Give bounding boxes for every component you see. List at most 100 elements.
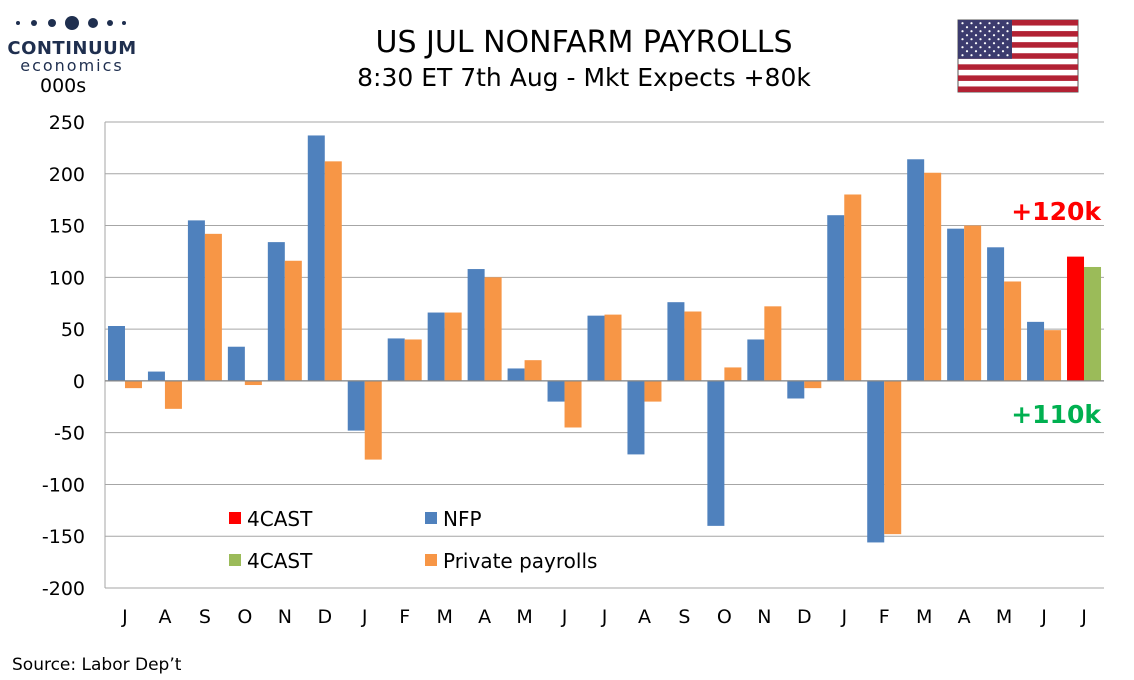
flag-star [965, 34, 969, 37]
x-tick-label: J [601, 606, 608, 628]
flag-stripe [958, 20, 1078, 26]
flag-star [1006, 38, 1009, 41]
flag-star [965, 42, 969, 45]
bar-nfp [787, 380, 805, 399]
flag-star [988, 46, 991, 49]
legend-label: 4CAST [247, 549, 313, 573]
y-tick-label: 50 [61, 319, 85, 341]
legend-swatch [229, 512, 241, 524]
bar-private [364, 380, 382, 460]
flag-star [979, 54, 982, 57]
x-tick-label: S [199, 606, 211, 628]
bar-nfp [907, 159, 925, 381]
bar-nfp [107, 326, 125, 381]
flag-star [988, 54, 991, 57]
flag-star [997, 22, 1000, 25]
x-tick-label: J [361, 606, 368, 628]
flag-star [983, 42, 987, 45]
flag-star [1001, 26, 1005, 29]
y-tick-label: -150 [42, 526, 85, 548]
legend-swatch [229, 554, 241, 566]
bar-nfp [227, 346, 245, 381]
bar-private [204, 233, 222, 381]
logo-sub: economics [20, 56, 124, 75]
bar-nfp [747, 339, 765, 381]
bar-nfp [547, 380, 565, 402]
bar-forecast-private [1084, 266, 1102, 381]
us-flag-icon [957, 19, 1079, 93]
x-tick-label: A [478, 606, 491, 628]
y-tick-label: -200 [42, 578, 85, 600]
flag-star [983, 34, 987, 37]
bar-nfp [267, 242, 285, 381]
flag-star [970, 22, 973, 25]
x-tick-label: J [121, 606, 128, 628]
x-tick-label: J [561, 606, 568, 628]
x-tick-label: A [638, 606, 651, 628]
flag-star [1006, 22, 1009, 25]
flag-star [1006, 54, 1009, 57]
y-tick-label: 150 [49, 216, 85, 238]
flag-star [992, 34, 996, 37]
bar-private [524, 360, 542, 381]
x-tick-label: D [317, 606, 332, 628]
flag-star [970, 38, 973, 41]
chart-subtitle: 8:30 ET 7th Aug - Mkt Expects +80k [357, 63, 811, 92]
flag-star [979, 30, 982, 33]
bar-nfp [307, 135, 325, 381]
flag-star [979, 22, 982, 25]
x-tick-label: A [958, 606, 971, 628]
x-tick-label: D [797, 606, 812, 628]
bar-nfp [147, 371, 165, 381]
bar-nfp [467, 269, 485, 381]
bar-private [444, 312, 462, 381]
flag-star [970, 46, 973, 49]
flag-star [988, 22, 991, 25]
flag-stripe [958, 75, 1078, 81]
flag-star [961, 46, 964, 49]
bar-nfp [387, 338, 405, 381]
bar-nfp [987, 247, 1005, 381]
bar-forecast-nfp [1067, 256, 1085, 381]
bar-nfp [867, 380, 885, 543]
flag-star [1006, 46, 1009, 49]
x-tick-label: F [879, 606, 890, 628]
bar-nfp [707, 380, 725, 526]
y-tick-label: -50 [54, 423, 85, 445]
legend-label: 4CAST [247, 507, 313, 531]
logo-name: CONTINUUM [7, 38, 136, 59]
flag-star [965, 50, 969, 53]
bar-nfp [347, 380, 365, 431]
legend: 4CAST NFP 4CAST Private payrolls [229, 507, 597, 573]
logo-dots-icon [16, 16, 126, 30]
flag-star [1001, 42, 1005, 45]
x-tick-label: F [399, 606, 410, 628]
bar-nfp [187, 220, 205, 381]
flag-stripe [958, 86, 1078, 92]
flag-star [979, 38, 982, 41]
flag-star [997, 38, 1000, 41]
flag-star [961, 30, 964, 33]
x-tick-label: M [916, 606, 932, 628]
x-tick-label: M [436, 606, 452, 628]
flag-star [1001, 34, 1005, 37]
y-axis-unit: 000s [40, 75, 86, 97]
flag-stripe [958, 31, 1078, 37]
flag-star [1001, 50, 1005, 53]
bar-private [764, 306, 782, 381]
bar-private [964, 225, 982, 381]
bar-private [484, 277, 502, 381]
bar-private [844, 194, 862, 381]
chart-title: US JUL NONFARM PAYROLLS [376, 25, 793, 60]
bar-nfp [1027, 321, 1045, 381]
x-tick-label: J [840, 606, 847, 628]
flag-star [997, 46, 1000, 49]
flag-star [965, 26, 969, 29]
x-tick-label: N [278, 606, 292, 628]
flag-stripe [958, 64, 1078, 70]
bar-private [324, 161, 342, 381]
flag-star [970, 30, 973, 33]
bar-private [644, 380, 662, 402]
x-tick-label: M [996, 606, 1012, 628]
